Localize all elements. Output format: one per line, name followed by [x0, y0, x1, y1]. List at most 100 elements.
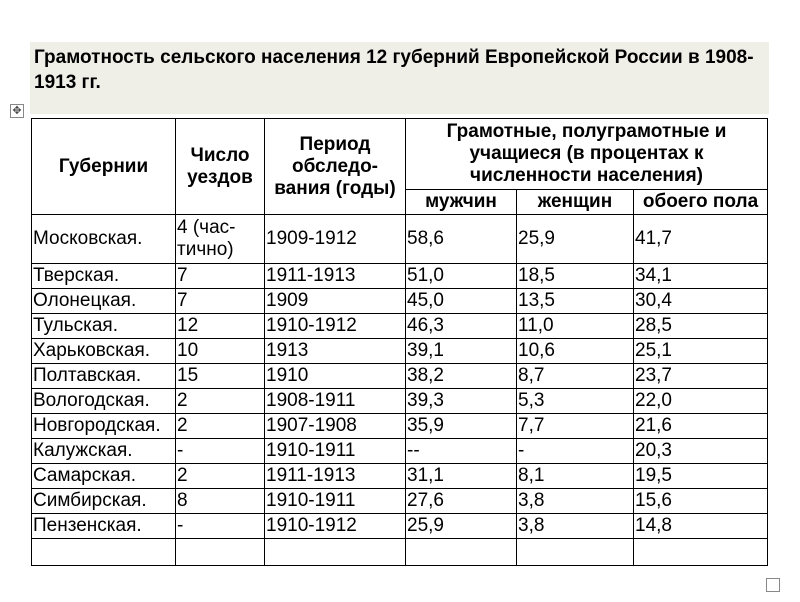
- cell-period: 1911-1913: [264, 463, 406, 489]
- cell-women: 11,0: [516, 313, 634, 339]
- table-row: Московская. 4 (час-тично) 1909-1912 58,6…: [31, 214, 769, 264]
- cell-both: 23,7: [632, 363, 769, 389]
- cell-women: 3,8: [516, 488, 634, 514]
- cell-counties: 8: [175, 488, 265, 514]
- table-row: Полтавская. 15 1910 38,2 8,7 23,7: [31, 363, 769, 389]
- cell-women: 3,8: [516, 513, 634, 539]
- header-both: обоего пола: [632, 189, 769, 215]
- cell-province: Симбирская.: [31, 488, 176, 514]
- cell-period: 1909: [264, 288, 406, 314]
- empty-row: [31, 538, 769, 566]
- cell-period: 1910: [264, 363, 406, 389]
- cell-women: 8,7: [516, 363, 634, 389]
- cell-period: 1909-1912: [264, 214, 406, 264]
- table-row: Самарская. 2 1911-1913 31,1 8,1 19,5: [31, 463, 769, 489]
- cell-women: 18,5: [516, 263, 634, 289]
- header-counties: Число уездов: [175, 118, 265, 215]
- cell-period: 1910-1912: [264, 313, 406, 339]
- cell-both: 34,1: [632, 263, 769, 289]
- table-row: Тверская. 7 1911-1913 51,0 18,5 34,1: [31, 263, 769, 289]
- cell-women: 7,7: [516, 413, 634, 439]
- cell-men: 51,0: [405, 263, 517, 289]
- empty-cell: [175, 538, 265, 566]
- cell-counties: 7: [175, 263, 265, 289]
- table-row: Тульская. 12 1910-1912 46,3 11,0 28,5: [31, 313, 769, 339]
- cell-counties: 2: [175, 413, 265, 439]
- cell-women: 10,6: [516, 338, 634, 364]
- cell-both: 21,6: [632, 413, 769, 439]
- cell-both: 25,1: [632, 338, 769, 364]
- cell-counties: 4 (час-тично): [175, 214, 265, 264]
- header-women: женщин: [516, 189, 634, 215]
- cell-counties: 2: [175, 388, 265, 414]
- cell-men: 45,0: [405, 288, 517, 314]
- cell-both: 22,0: [632, 388, 769, 414]
- cell-men: 39,3: [405, 388, 517, 414]
- cell-women: 5,3: [516, 388, 634, 414]
- cell-province: Пензенская.: [31, 513, 176, 539]
- cell-province: Полтавская.: [31, 363, 176, 389]
- table-row: Калужская. - 1910-1911 -- - 20,3: [31, 438, 769, 464]
- cell-period: 1907-1908: [264, 413, 406, 439]
- cell-men: --: [405, 438, 517, 464]
- table-row: Олонецкая. 7 1909 45,0 13,5 30,4: [31, 288, 769, 314]
- cell-counties: 2: [175, 463, 265, 489]
- resize-icon[interactable]: [766, 578, 780, 592]
- move-icon[interactable]: ✥: [10, 104, 24, 118]
- cell-period: 1910-1911: [264, 488, 406, 514]
- literacy-table: Губернии Число уездов Период обследо-ван…: [31, 118, 769, 566]
- cell-men: 58,6: [405, 214, 517, 264]
- cell-province: Вологодская.: [31, 388, 176, 414]
- header-literate: Грамотные, полуграмотные и учащиеся (в п…: [404, 118, 769, 190]
- empty-cell: [31, 538, 176, 566]
- cell-period: 1911-1913: [264, 263, 406, 289]
- empty-cell: [516, 538, 634, 566]
- cell-province: Харьковская.: [31, 338, 176, 364]
- table-row: Харьковская. 10 1913 39,1 10,6 25,1: [31, 338, 769, 364]
- cell-both: 30,4: [632, 288, 769, 314]
- cell-both: 28,5: [632, 313, 769, 339]
- cell-period: 1910-1912: [264, 513, 406, 539]
- cell-counties: -: [175, 513, 265, 539]
- cell-both: 41,7: [632, 214, 769, 264]
- cell-period: 1910-1911: [264, 438, 406, 464]
- cell-province: Московская.: [31, 214, 176, 264]
- header-province: Губернии: [31, 118, 176, 215]
- cell-both: 19,5: [632, 463, 769, 489]
- cell-province: Тульская.: [31, 313, 176, 339]
- cell-men: 46,3: [405, 313, 517, 339]
- empty-cell: [264, 538, 406, 566]
- cell-counties: 10: [175, 338, 265, 364]
- cell-men: 31,1: [405, 463, 517, 489]
- cell-men: 27,6: [405, 488, 517, 514]
- empty-cell: [632, 538, 769, 566]
- table-row: Пензенская. - 1910-1912 25,9 3,8 14,8: [31, 513, 769, 539]
- cell-counties: 15: [175, 363, 265, 389]
- cell-counties: -: [175, 438, 265, 464]
- cell-both: 20,3: [632, 438, 769, 464]
- cell-province: Олонецкая.: [31, 288, 176, 314]
- cell-men: 35,9: [405, 413, 517, 439]
- cell-women: 13,5: [516, 288, 634, 314]
- cell-men: 25,9: [405, 513, 517, 539]
- table-row: Симбирская. 8 1910-1911 27,6 3,8 15,6: [31, 488, 769, 514]
- cell-men: 39,1: [405, 338, 517, 364]
- cell-both: 14,8: [632, 513, 769, 539]
- cell-counties: 7: [175, 288, 265, 314]
- cell-women: -: [516, 438, 634, 464]
- cell-province: Тверская.: [31, 263, 176, 289]
- header-period: Период обследо-вания (годы): [264, 118, 406, 215]
- cell-period: 1908-1911: [264, 388, 406, 414]
- cell-both: 15,6: [632, 488, 769, 514]
- cell-women: 25,9: [516, 214, 634, 264]
- table-row: Новгородская. 2 1907-1908 35,9 7,7 21,6: [31, 413, 769, 439]
- cell-women: 8,1: [516, 463, 634, 489]
- header-men: мужчин: [405, 189, 517, 215]
- cell-province: Калужская.: [31, 438, 176, 464]
- table-row: Вологодская. 2 1908-1911 39,3 5,3 22,0: [31, 388, 769, 414]
- cell-men: 38,2: [405, 363, 517, 389]
- table-title: Грамотность сельского населения 12 губер…: [30, 42, 769, 114]
- empty-cell: [405, 538, 517, 566]
- cell-province: Новгородская.: [31, 413, 176, 439]
- cell-province: Самарская.: [31, 463, 176, 489]
